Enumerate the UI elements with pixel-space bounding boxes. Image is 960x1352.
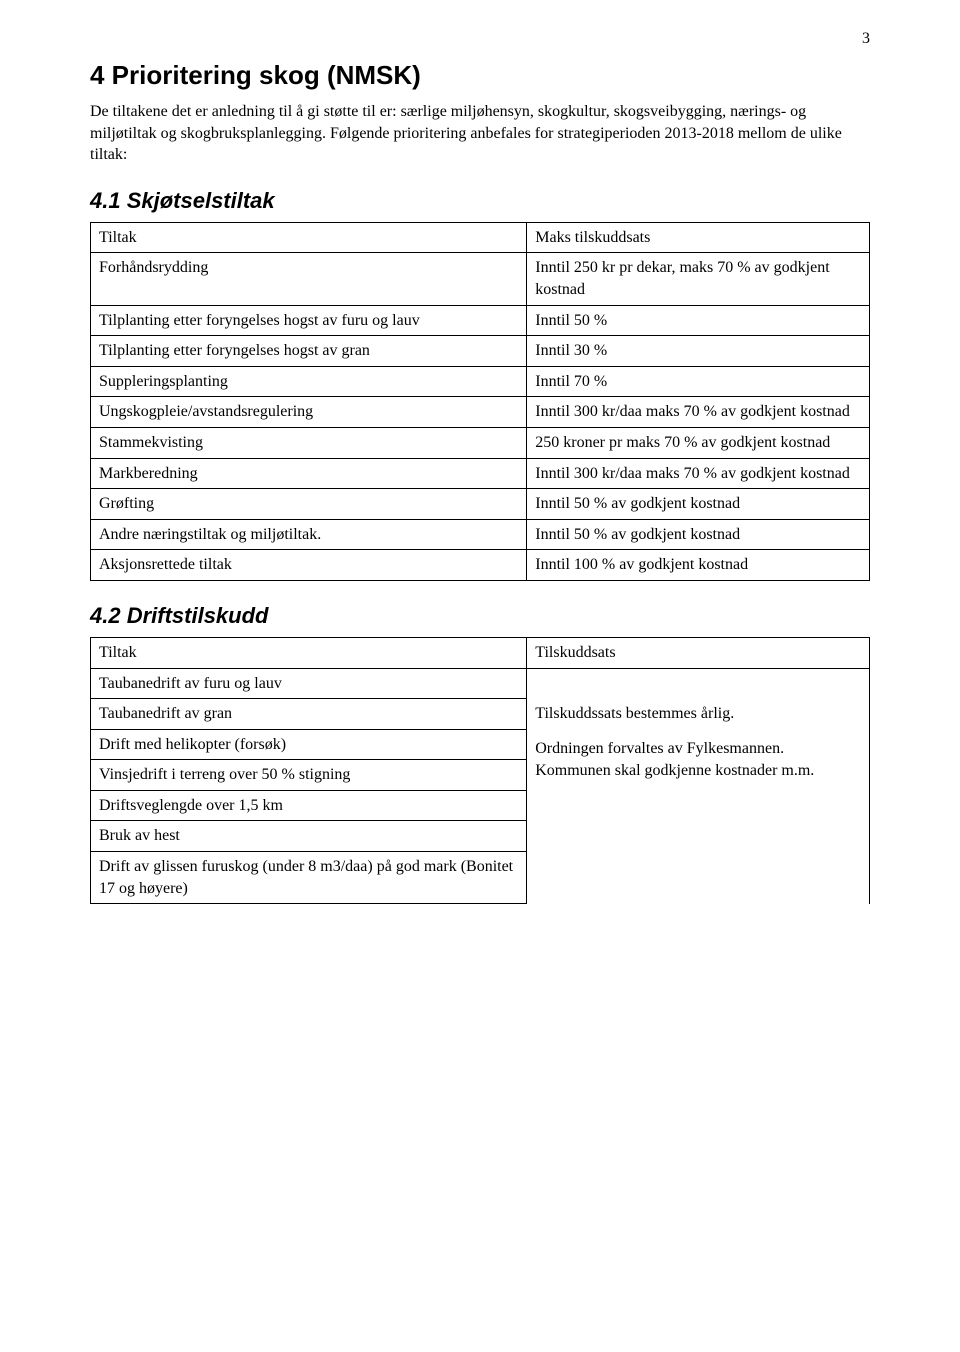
table-cell: Vinsjedrift i terreng over 50 % stigning	[91, 760, 527, 791]
table-cell: Stammekvisting	[91, 427, 527, 458]
page-number: 3	[862, 30, 870, 48]
table-row: Tiltak Maks tilskuddsats	[91, 222, 870, 253]
table-cell: Forhåndsrydding	[91, 253, 527, 305]
table-row: Ungskogpleie/avstandsregulering Inntil 3…	[91, 397, 870, 428]
table-header-right: Maks tilskuddsats	[527, 222, 870, 253]
table-driftstilskudd: Tiltak Tilskuddsats Taubanedrift av furu…	[90, 637, 870, 904]
intro-paragraph: De tiltakene det er anledning til å gi s…	[90, 101, 870, 166]
table-cell: Tilplanting etter foryngelses hogst av f…	[91, 305, 527, 336]
table-cell: Inntil 50 % av godkjent kostnad	[527, 489, 870, 520]
table-cell: Bruk av hest	[91, 821, 527, 852]
table-cell: Drift med helikopter (forsøk)	[91, 729, 527, 760]
table-header-right: Tilskuddsats	[527, 637, 870, 668]
heading-4: 4 Prioritering skog (NMSK)	[90, 60, 870, 91]
rate-text-1: Tilskuddssats bestemmes årlig.	[535, 703, 861, 725]
table-row: Tilplanting etter foryngelses hogst av g…	[91, 336, 870, 367]
rate-text-2: Ordningen forvaltes av Fylkesmannen. Kom…	[535, 738, 861, 781]
table-row: Taubanedrift av furu og lauv	[91, 668, 870, 699]
table-cell: Aksjonsrettede tiltak	[91, 550, 527, 581]
table-cell: Markberedning	[91, 458, 527, 489]
table-row: Suppleringsplanting Inntil 70 %	[91, 366, 870, 397]
table-cell: Grøfting	[91, 489, 527, 520]
table-cell: Inntil 300 kr/daa maks 70 % av godkjent …	[527, 397, 870, 428]
table-cell: Ungskogpleie/avstandsregulering	[91, 397, 527, 428]
table-cell: 250 kroner pr maks 70 % av godkjent kost…	[527, 427, 870, 458]
heading-4-2: 4.2 Driftstilskudd	[90, 603, 870, 629]
table-cell: Inntil 50 %	[527, 305, 870, 336]
table-cell: Inntil 30 %	[527, 336, 870, 367]
table-cell: Inntil 300 kr/daa maks 70 % av godkjent …	[527, 458, 870, 489]
table-cell: Inntil 250 kr pr dekar, maks 70 % av god…	[527, 253, 870, 305]
table-cell: Inntil 50 % av godkjent kostnad	[527, 519, 870, 550]
table-cell: Inntil 100 % av godkjent kostnad	[527, 550, 870, 581]
table-skjotselstiltak: Tiltak Maks tilskuddsats Forhåndsrydding…	[90, 222, 870, 581]
table-row: Markberedning Inntil 300 kr/daa maks 70 …	[91, 458, 870, 489]
table-cell: Taubanedrift av gran	[91, 699, 527, 730]
table-cell: Drift av glissen furuskog (under 8 m3/da…	[91, 852, 527, 904]
table-header-left: Tiltak	[91, 637, 527, 668]
table-cell	[527, 668, 870, 699]
table-row: Andre næringstiltak og miljøtiltak. Innt…	[91, 519, 870, 550]
table-cell: Taubanedrift av furu og lauv	[91, 668, 527, 699]
table-row: Forhåndsrydding Inntil 250 kr pr dekar, …	[91, 253, 870, 305]
table-row: Taubanedrift av gran Tilskuddssats beste…	[91, 699, 870, 730]
table-header-left: Tiltak	[91, 222, 527, 253]
table-row: Stammekvisting 250 kroner pr maks 70 % a…	[91, 427, 870, 458]
table-cell: Suppleringsplanting	[91, 366, 527, 397]
table-cell: Inntil 70 %	[527, 366, 870, 397]
table-cell: Andre næringstiltak og miljøtiltak.	[91, 519, 527, 550]
table-cell-right-merged: Tilskuddssats bestemmes årlig. Ordningen…	[527, 699, 870, 904]
table-row: Tilplanting etter foryngelses hogst av f…	[91, 305, 870, 336]
page-container: 3 4 Prioritering skog (NMSK) De tiltaken…	[0, 0, 960, 1352]
table-cell: Tilplanting etter foryngelses hogst av g…	[91, 336, 527, 367]
table-row: Grøfting Inntil 50 % av godkjent kostnad	[91, 489, 870, 520]
heading-4-1: 4.1 Skjøtselstiltak	[90, 188, 870, 214]
table-row: Aksjonsrettede tiltak Inntil 100 % av go…	[91, 550, 870, 581]
table-cell: Driftsveglengde over 1,5 km	[91, 790, 527, 821]
table-row: Tiltak Tilskuddsats	[91, 637, 870, 668]
